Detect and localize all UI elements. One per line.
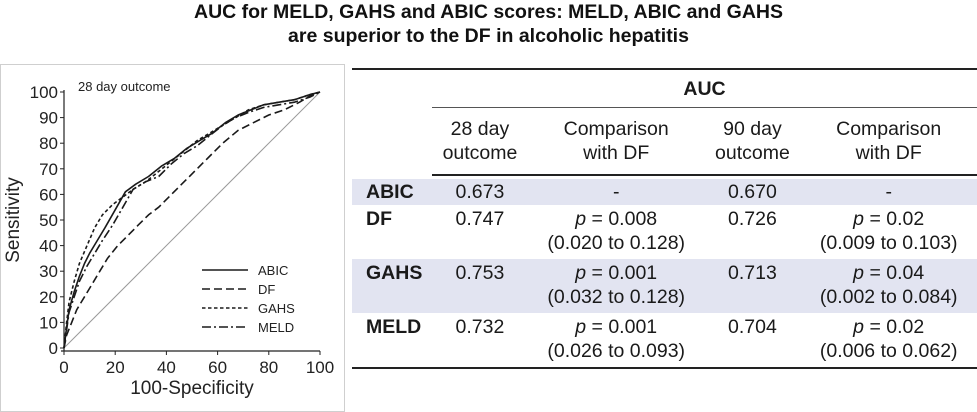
table-row: MELD 0.732 p = 0.001 (0.026 to 0.093) 0.…: [352, 313, 977, 369]
y-tick-label: 50: [39, 211, 58, 230]
roc-chart: 0 10 20 30 40 50 60 70 80 90 100 0 20 40 60 80 100 100-Sp…: [0, 64, 345, 412]
y-tick-label: 60: [39, 185, 58, 204]
p-symbol: p: [853, 208, 865, 230]
legend-label-meld: MELD: [258, 320, 294, 335]
cell-meld-p28-value: = 0.001: [586, 316, 658, 338]
col-header-comparison-90-l1: Comparison: [836, 118, 942, 140]
auc-table: AUC 28 day outcome Comparison with DF 90…: [352, 68, 977, 369]
col-header-comparison-28: Comparison with DF: [527, 107, 705, 176]
col-header-comparison-90: Comparison with DF: [800, 107, 977, 176]
col-header-90-day: 90 day outcome: [704, 107, 801, 176]
cell-gahs-p90: p = 0.04: [800, 261, 977, 285]
cell-df-p28: p = 0.008: [528, 207, 705, 231]
y-tick-label: 10: [39, 313, 58, 332]
cell-df-ci28: (0.020 to 0.128): [547, 232, 686, 254]
row-label-gahs: GAHS: [352, 259, 432, 313]
cell-df-p28-value: = 0.008: [586, 208, 658, 230]
table-row: DF 0.747 p = 0.008 (0.020 to 0.128) 0.72…: [352, 205, 977, 259]
y-tick-label: 20: [39, 288, 58, 307]
table-group-header-row: AUC: [352, 68, 977, 108]
y-tick-label: 100: [30, 83, 58, 102]
p-symbol: p: [575, 316, 587, 338]
y-tick-label: 0: [49, 339, 58, 358]
figure-title: AUC for MELD, GAHS and ABIC scores: MELD…: [0, 0, 977, 48]
table-header-row: 28 day outcome Comparison with DF 90 day…: [352, 107, 977, 176]
cell-gahs-cmp90: p = 0.04 (0.002 to 0.084): [800, 259, 977, 313]
x-axis-label: 100-Specificity: [130, 378, 254, 399]
row-label-df: DF: [366, 208, 392, 230]
cell-gahs-ci90: (0.002 to 0.084): [819, 286, 958, 308]
col-header-comparison-28-l2: with DF: [583, 142, 650, 164]
cell-df-auc28: 0.747: [455, 208, 505, 230]
table-row: ABIC 0.673 - 0.670 -: [352, 179, 977, 205]
table-corner-2: [352, 108, 432, 176]
table-corner: [352, 68, 432, 108]
cell-meld-ci90: (0.006 to 0.062): [819, 340, 958, 362]
y-tick-label: 70: [39, 160, 58, 179]
series-line-df: [63, 91, 321, 349]
cell-gahs-auc28: 0.753: [432, 259, 528, 313]
table-row: GAHS 0.753 p = 0.001 (0.032 to 0.128) 0.…: [352, 259, 977, 313]
reference-diagonal: [63, 91, 321, 349]
col-header-comparison-90-l2: with DF: [855, 142, 922, 164]
x-tick-label: 40: [157, 358, 176, 377]
cell-abic-auc28: 0.673: [432, 179, 528, 205]
x-tick-label: 80: [259, 358, 278, 377]
chart-annotation: 28 day outcome: [78, 79, 171, 94]
cell-meld-p28: p = 0.001: [528, 315, 705, 339]
x-tick-label: 20: [106, 358, 125, 377]
x-tick-label: 60: [208, 358, 227, 377]
x-tick-label: 0: [59, 358, 68, 377]
cell-meld-auc90: 0.704: [704, 313, 801, 369]
cell-gahs-p28: p = 0.001: [528, 261, 705, 285]
auc-group-header: AUC: [432, 68, 977, 108]
p-symbol: p: [575, 262, 587, 284]
cell-abic-cmp28: -: [527, 179, 705, 205]
cell-gahs-ci28: (0.032 to 0.128): [547, 286, 686, 308]
cell-df-cmp28: p = 0.008 (0.020 to 0.128): [528, 205, 705, 259]
col-header-28-day-l2: outcome: [442, 142, 518, 164]
cell-meld-auc28: 0.732: [432, 313, 528, 369]
y-tick-label: 90: [39, 109, 58, 128]
cell-gahs-p90-value: = 0.04: [864, 262, 925, 284]
cell-gahs-auc90: 0.713: [704, 259, 801, 313]
cell-df-p90-value: = 0.02: [864, 208, 925, 230]
x-tick-label: 100: [306, 358, 334, 377]
cell-meld-p90-value: = 0.02: [864, 316, 925, 338]
row-label-meld: MELD: [352, 313, 432, 369]
cell-abic-cmp90: -: [800, 179, 977, 205]
title-line-1: AUC for MELD, GAHS and ABIC scores: MELD…: [193, 1, 783, 23]
col-header-comparison-28-l1: Comparison: [563, 118, 669, 140]
cell-df-auc90: 0.726: [728, 208, 777, 230]
cell-meld-cmp90: p = 0.02 (0.006 to 0.062): [800, 313, 977, 369]
p-symbol: p: [853, 262, 865, 284]
cell-df-ci90: (0.009 to 0.103): [819, 232, 958, 254]
y-axis-label: Sensitivity: [3, 177, 24, 263]
col-header-90-day-l1: 90 day: [723, 118, 782, 140]
legend-label-abic: ABIC: [258, 263, 288, 278]
legend-label-gahs: GAHS: [258, 301, 295, 316]
y-tick-label: 80: [39, 134, 58, 153]
col-header-28-day: 28 day outcome: [432, 107, 528, 176]
cell-gahs-p28-value: = 0.001: [586, 262, 658, 284]
cell-meld-p90: p = 0.02: [800, 315, 977, 339]
cell-df-cmp90: p = 0.02 (0.009 to 0.103): [800, 205, 977, 259]
y-tick-label: 40: [39, 237, 58, 256]
p-symbol: p: [853, 316, 865, 338]
col-header-90-day-l2: outcome: [715, 142, 790, 164]
y-tick-label: 30: [39, 262, 58, 281]
cell-meld-cmp28: p = 0.001 (0.026 to 0.093): [527, 313, 705, 369]
series-line-gahs: [63, 91, 321, 349]
cell-abic-auc90: 0.670: [704, 179, 801, 205]
series-line-meld: [63, 91, 321, 349]
title-line-2: are superior to the DF in alcoholic hepa…: [288, 25, 689, 47]
series-line-abic: [63, 91, 321, 349]
row-label-abic: ABIC: [352, 179, 432, 205]
col-header-28-day-l1: 28 day: [450, 118, 510, 140]
legend-label-df: DF: [258, 282, 275, 297]
cell-df-p90: p = 0.02: [800, 207, 977, 231]
cell-meld-ci28: (0.026 to 0.093): [547, 340, 686, 362]
cell-gahs-cmp28: p = 0.001 (0.032 to 0.128): [527, 259, 705, 313]
p-symbol: p: [575, 208, 587, 230]
